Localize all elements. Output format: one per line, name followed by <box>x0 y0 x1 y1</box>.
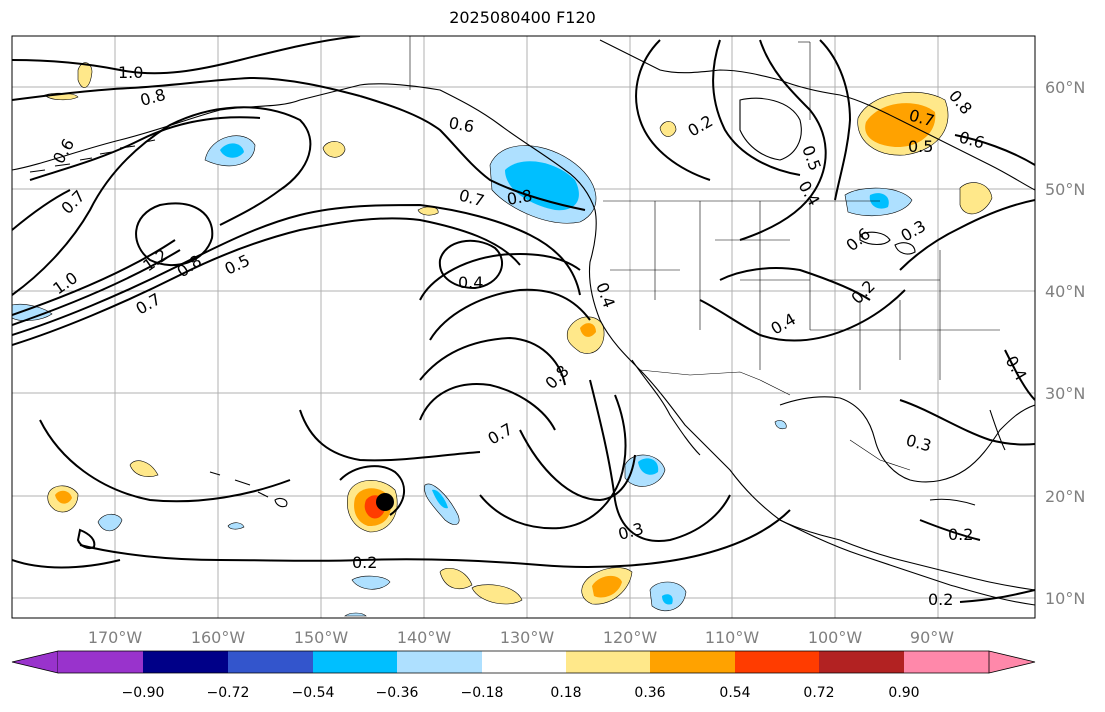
lat-tick-label: 30°N <box>1045 384 1085 403</box>
shaded-anomalies <box>12 62 993 617</box>
colorbar-segment <box>819 651 904 673</box>
colorbar-tick-label: −0.18 <box>461 685 504 701</box>
colorbar-segment <box>143 651 228 673</box>
contour-label: 0.5 <box>908 137 933 156</box>
colorbar-segment <box>566 651 650 673</box>
lon-tick-label: 90°W <box>910 628 954 647</box>
political-borders <box>409 36 1000 471</box>
colorbar-tick-label: 0.54 <box>719 685 750 701</box>
map-title: 2025080400 F120 <box>449 8 596 27</box>
lon-tick-label: 130°W <box>500 628 555 647</box>
colorbar-segment <box>650 651 735 673</box>
lat-tick-label: 10°N <box>1045 589 1085 608</box>
colorbar-tick-label: 0.90 <box>888 685 919 701</box>
lat-tick-label: 50°N <box>1045 180 1085 199</box>
lat-tick-label: 20°N <box>1045 487 1085 506</box>
storm-marker-icon <box>376 493 394 511</box>
colorbar-segment <box>58 651 143 673</box>
contour-label: 0.2 <box>928 590 953 609</box>
colorbar-tick-label: −0.72 <box>207 685 250 701</box>
colorbar-tick-label: 0.18 <box>550 685 581 701</box>
latitude-axis: 60°N 50°N 40°N 30°N 20°N 10°N <box>1045 78 1085 608</box>
longitude-axis: 170°W 160°W 150°W 140°W 130°W 120°W 110°… <box>88 628 954 647</box>
colorbar: −0.90 −0.72 −0.54 −0.36 −0.18 0.18 0.36 … <box>11 650 1036 701</box>
map-frame <box>11 35 1036 619</box>
colorbar-tick-label: −0.90 <box>122 685 165 701</box>
lon-tick-label: 140°W <box>397 628 452 647</box>
colorbar-segment <box>397 651 482 673</box>
colorbar-segment <box>735 651 819 673</box>
colorbar-tick-label: 0.36 <box>634 685 665 701</box>
lon-tick-label: 150°W <box>294 628 349 647</box>
colorbar-segment <box>228 651 313 673</box>
lon-tick-label: 110°W <box>705 628 760 647</box>
contour-label: 0.8 <box>505 186 533 209</box>
colorbar-extend-high <box>988 650 1036 674</box>
colorbar-segment <box>904 651 989 673</box>
contour-label: 0.2 <box>948 525 973 544</box>
contour-label: 1.0 <box>118 63 143 82</box>
lon-tick-label: 170°W <box>88 628 143 647</box>
colorbar-tick-label: −0.54 <box>292 685 335 701</box>
contour-label: 0.2 <box>352 553 377 572</box>
gridlines <box>12 36 1035 618</box>
contour-label: 0.4 <box>458 273 483 292</box>
lon-tick-label: 160°W <box>191 628 246 647</box>
contour-label: 0.6 <box>447 113 475 136</box>
lat-tick-label: 40°N <box>1045 282 1085 301</box>
colorbar-extend-low <box>11 650 59 674</box>
colorbar-tick-label: 0.72 <box>803 685 834 701</box>
lon-tick-label: 100°W <box>808 628 863 647</box>
lon-tick-label: 120°W <box>603 628 658 647</box>
contour-lines <box>12 36 1035 603</box>
colorbar-segment <box>313 651 397 673</box>
colorbar-segment <box>482 651 566 673</box>
colorbar-tick-label: −0.36 <box>376 685 419 701</box>
lat-tick-label: 60°N <box>1045 78 1085 97</box>
